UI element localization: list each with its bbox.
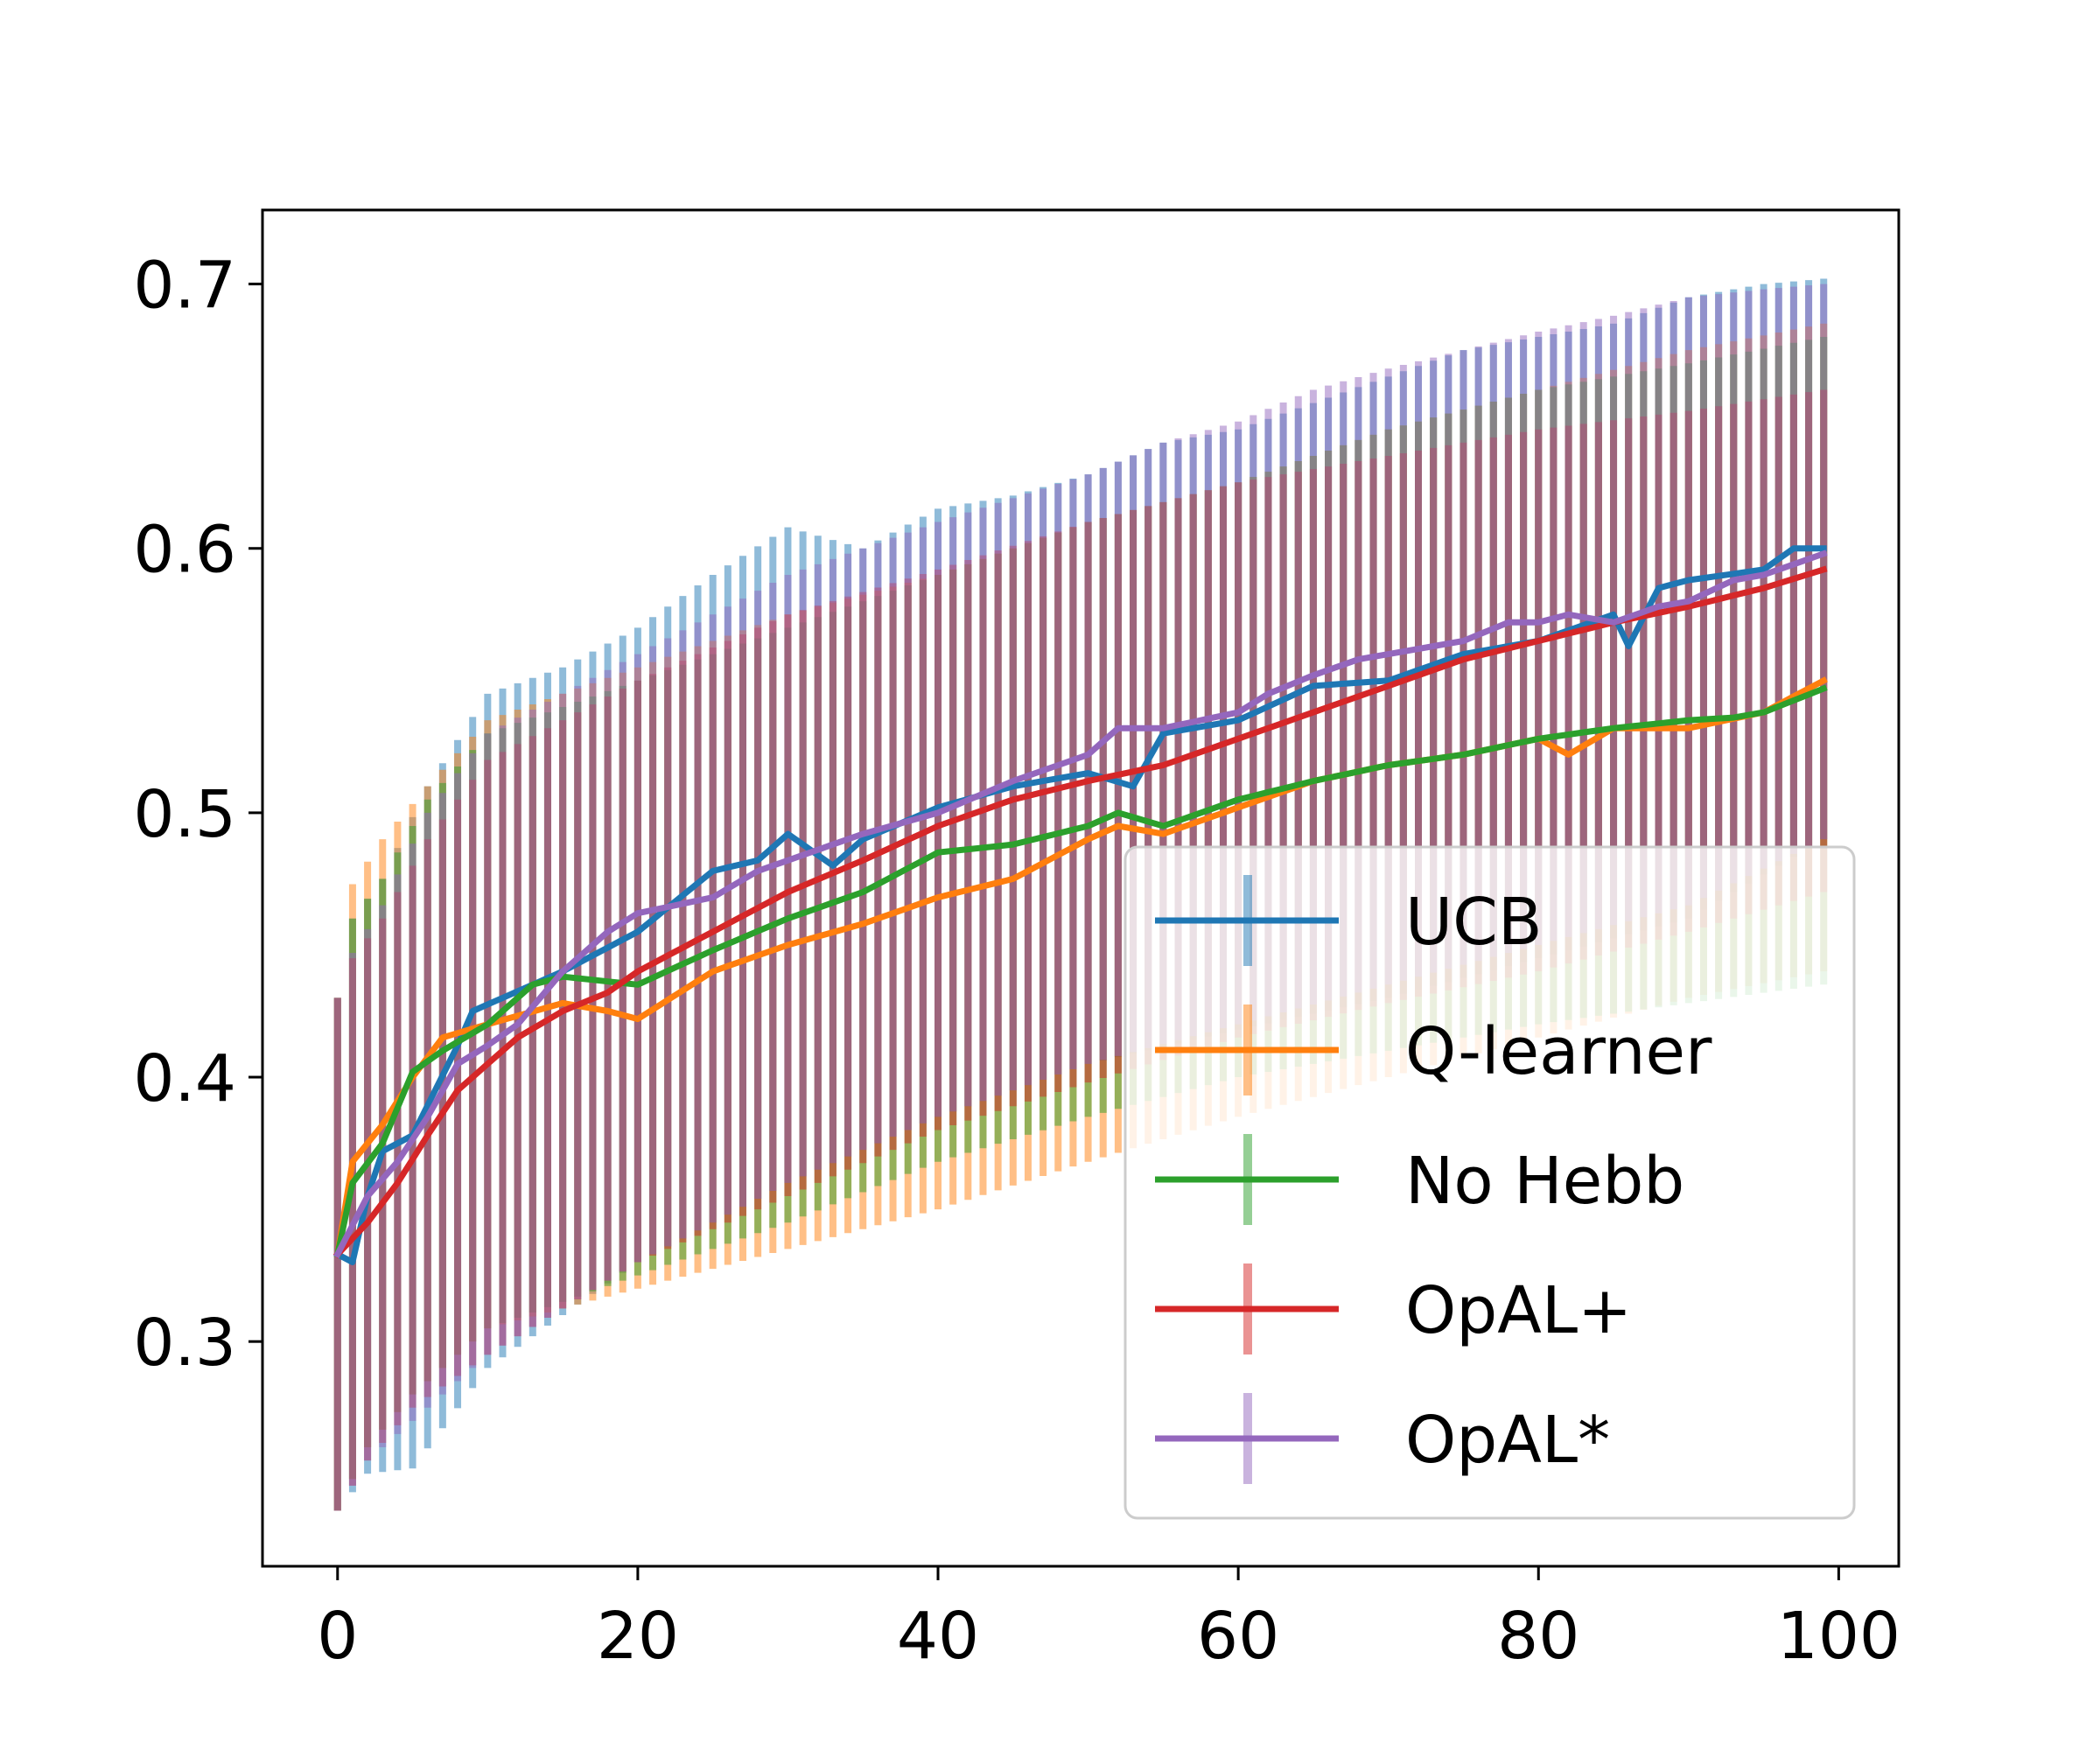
legend-label: Q-learner bbox=[1405, 1014, 1712, 1089]
x-tick-label: 0 bbox=[317, 1599, 358, 1674]
y-tick-label: 0.3 bbox=[133, 1306, 236, 1381]
x-tick-label: 60 bbox=[1197, 1599, 1279, 1674]
plot-frame bbox=[261, 208, 1900, 1568]
legend-item: OpAL* bbox=[1155, 1393, 1610, 1484]
series-line-opal- bbox=[332, 565, 1828, 1259]
legend: UCB Q-learner No Hebb OpAL+ OpAL* bbox=[1124, 845, 1856, 1520]
y-tick-label: 0.5 bbox=[133, 777, 236, 852]
y-tick-label: 0.4 bbox=[133, 1041, 236, 1116]
y-tick-label: 0.7 bbox=[133, 248, 236, 324]
legend-label: OpAL+ bbox=[1405, 1273, 1632, 1348]
legend-item: Q-learner bbox=[1155, 1004, 1712, 1096]
legend-label: UCB bbox=[1405, 885, 1543, 960]
series-line-opal- bbox=[333, 550, 1828, 1259]
series-line-ucb bbox=[333, 545, 1827, 1265]
x-axis: 0 20 40 60 80 100 bbox=[317, 1566, 1900, 1674]
legend-label: No Hebb bbox=[1405, 1144, 1684, 1219]
series-line-no-hebb bbox=[333, 684, 1828, 1258]
legend-item: No Hebb bbox=[1155, 1134, 1684, 1225]
x-tick-label: 80 bbox=[1497, 1599, 1579, 1674]
error-bars bbox=[333, 278, 1828, 1511]
x-tick-label: 40 bbox=[897, 1599, 979, 1674]
x-tick-label: 100 bbox=[1777, 1599, 1900, 1674]
y-axis: 0.3 0.4 0.5 0.6 0.7 bbox=[133, 248, 262, 1381]
legend-label: OpAL* bbox=[1405, 1403, 1610, 1478]
legend-frame bbox=[1124, 845, 1856, 1520]
y-tick-label: 0.6 bbox=[133, 513, 236, 588]
series-line-q-learner bbox=[333, 676, 1828, 1258]
error-bars-opal- bbox=[333, 284, 1828, 1511]
series-lines bbox=[332, 545, 1828, 1265]
legend-item: UCB bbox=[1155, 875, 1543, 966]
x-tick-label: 20 bbox=[597, 1599, 679, 1674]
legend-item: OpAL+ bbox=[1155, 1264, 1632, 1354]
